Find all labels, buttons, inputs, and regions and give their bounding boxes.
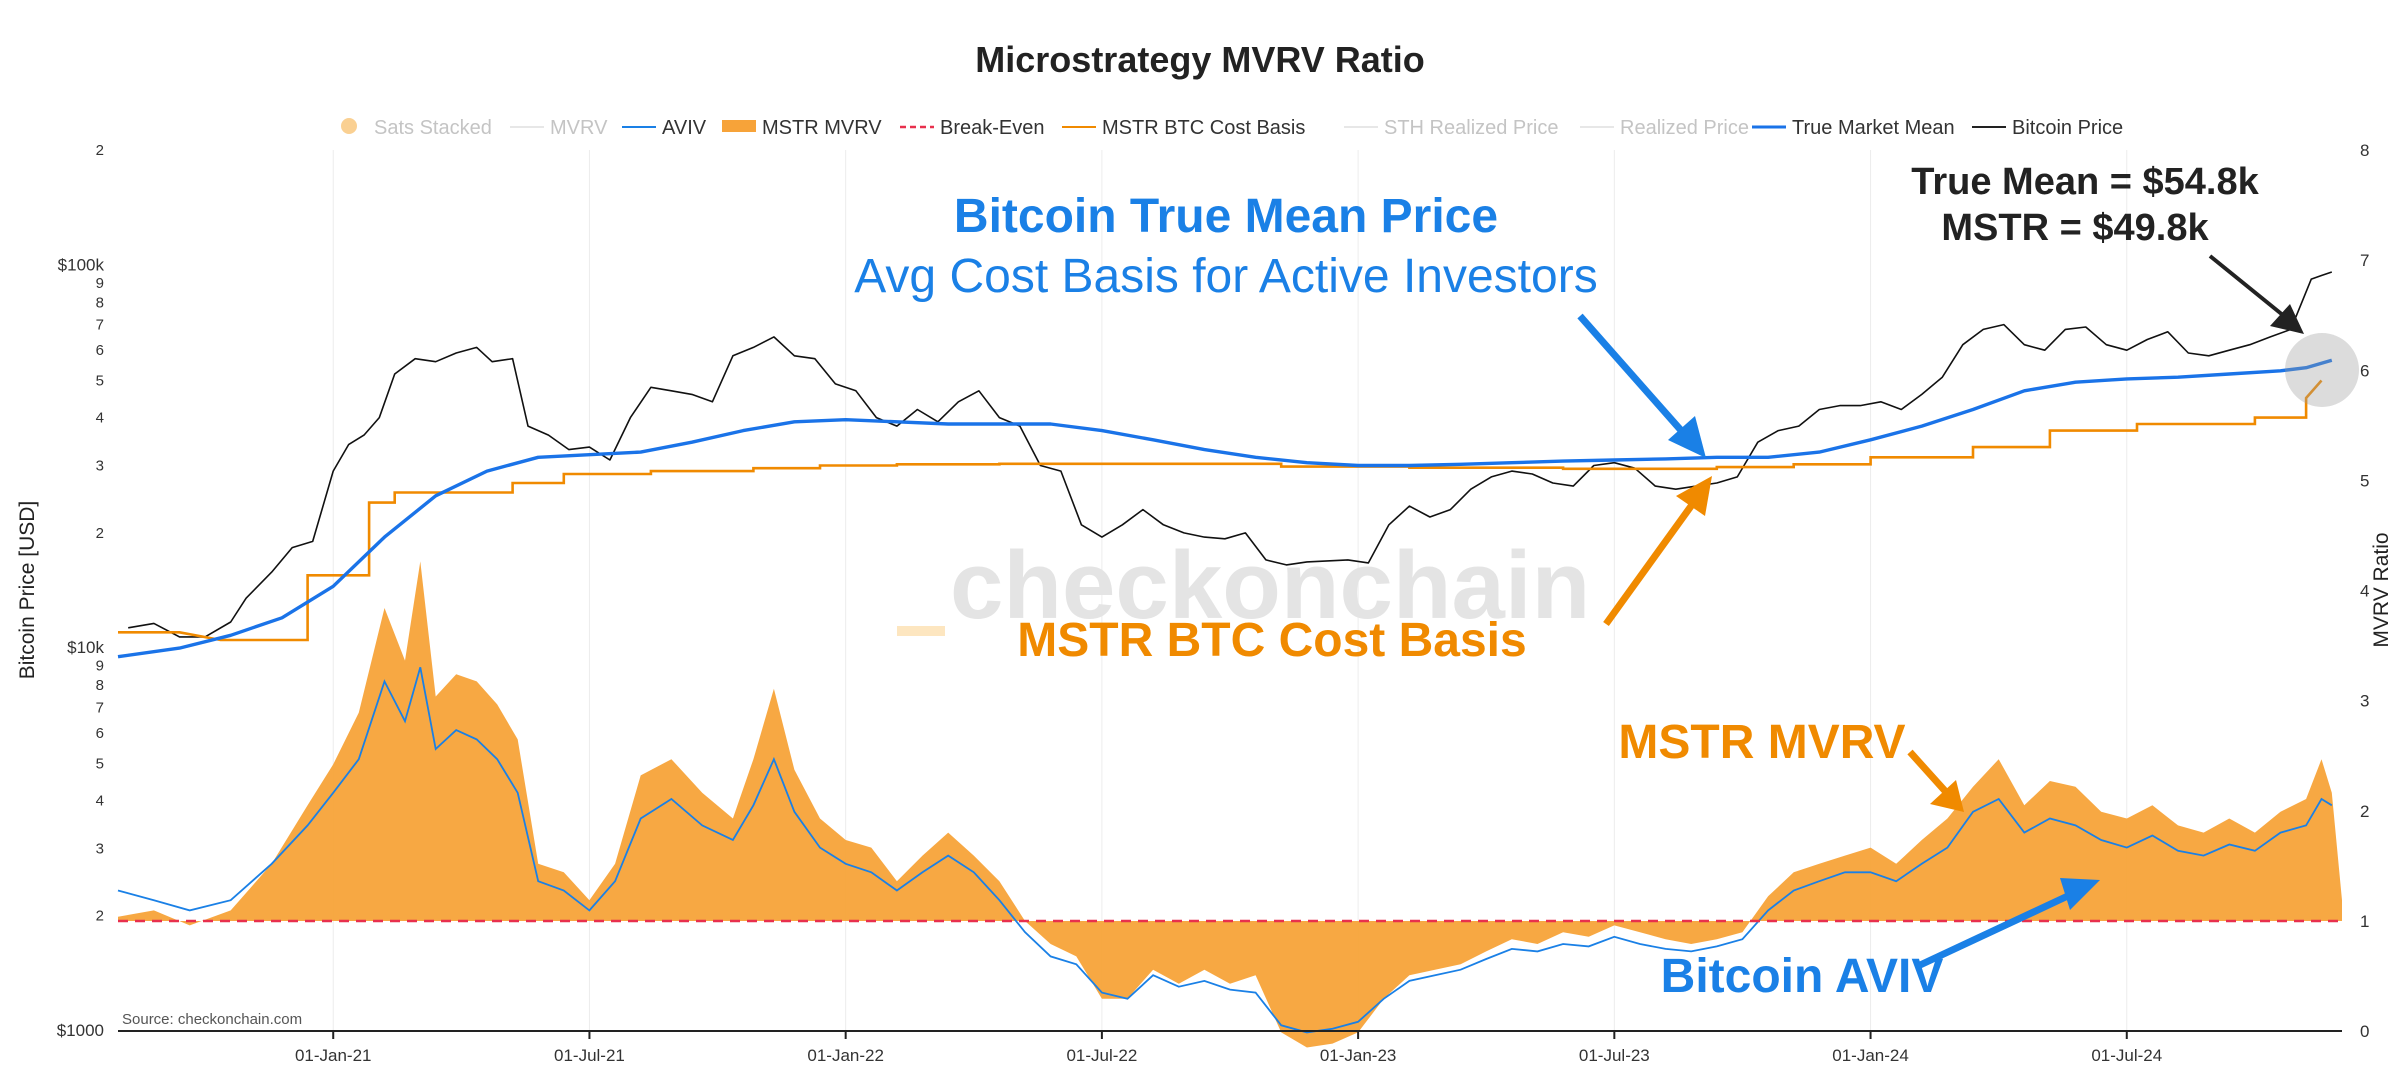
y-left-tick-label: 7	[96, 317, 104, 334]
y-left-tick-label: 6	[96, 725, 104, 742]
mstr-cost-basis-line	[118, 379, 2323, 642]
y-left-tick-label: $100k	[58, 255, 105, 274]
y-right-tick-label: 0	[2360, 1022, 2369, 1041]
x-tick-label: 01-Jul-24	[2091, 1046, 2162, 1065]
legend-item-true-market-mean[interactable]: True Market Mean	[1752, 117, 1955, 139]
legend-label: STH Realized Price	[1384, 117, 1559, 139]
y-left-tick-label: $1000	[57, 1021, 104, 1040]
annotation-true-mean-value: True Mean = $54.8k	[1911, 161, 2259, 203]
watermark: checkonchain	[897, 532, 1590, 639]
y-right-tick-label: 3	[2360, 692, 2369, 711]
y-left-tick-label: 2	[96, 525, 104, 542]
y-axis-left-title: Bitcoin Price [USD]	[16, 501, 39, 680]
legend-item-mstr-mvrv[interactable]: MSTR MVRV	[722, 117, 882, 139]
x-tick-label: 01-Jul-22	[1066, 1046, 1137, 1065]
legend-label: MSTR BTC Cost Basis	[1102, 117, 1305, 139]
aviv-line	[117, 667, 2333, 1034]
y-axis-right-title: MVRV Ratio	[2370, 532, 2393, 647]
y-left-tick-label: 7	[96, 699, 104, 716]
x-tick-label: 01-Jan-22	[807, 1046, 884, 1065]
arrow-mstr-mvrv	[1907, 749, 1964, 812]
y-left-tick-label: 4	[96, 792, 104, 809]
y-left-tick-label: 6	[96, 342, 104, 359]
legend-item-mstr-btc-cost-basis[interactable]: MSTR BTC Cost Basis	[1062, 117, 1305, 139]
y-right-tick-label: 2	[2360, 802, 2369, 821]
x-tick-label: 01-Jan-21	[295, 1046, 372, 1065]
y-left-tick-label: 8	[96, 294, 104, 311]
legend-item-aviv[interactable]: AVIV	[622, 117, 707, 139]
legend-item-sats-stacked[interactable]: Sats Stacked	[341, 117, 492, 139]
annotation-bitcoin-aviv: Bitcoin AVIV	[1661, 950, 1944, 1003]
y-left-tick-label: 3	[96, 840, 104, 857]
y-left-tick-label: 3	[96, 457, 104, 474]
legend-swatch	[722, 120, 756, 132]
arrow-true-mean	[1577, 313, 1706, 458]
annotation-mstr-value: MSTR = $49.8k	[1941, 207, 2209, 249]
bitcoin-price-line	[128, 271, 2333, 638]
legend-item-realized-price[interactable]: Realized Price	[1580, 117, 1749, 139]
y-left-tick-label: 2	[96, 142, 104, 159]
y-left-tick-label: 4	[96, 410, 104, 427]
x-tick-label: 01-Jul-21	[554, 1046, 625, 1065]
legend-label: Sats Stacked	[374, 117, 492, 139]
legend-item-sth-realized-price[interactable]: STH Realized Price	[1344, 117, 1559, 139]
y-left-tick-label: 8	[96, 677, 104, 694]
legend-label: MVRV	[550, 117, 608, 139]
y-left-tick-label: 5	[96, 373, 104, 390]
y-right-tick-label: 8	[2360, 141, 2369, 160]
legend-label: AVIV	[662, 117, 707, 139]
mstr-mvrv-area	[118, 561, 2342, 1048]
y-left-tick-label: 9	[96, 275, 104, 292]
x-tick-label: 01-Jul-23	[1579, 1046, 1650, 1065]
y-left-tick-label: 2	[96, 908, 104, 925]
watermark-logo-bar	[897, 626, 945, 636]
annotation-true-mean-subtitle: Avg Cost Basis for Active Investors	[854, 250, 1597, 303]
mvrv-layer	[117, 561, 2342, 1048]
y-left-tick-label: 9	[96, 658, 104, 675]
legend-item-mvrv[interactable]: MVRV	[510, 117, 608, 139]
legend-label: Realized Price	[1620, 117, 1749, 139]
legend-item-bitcoin-price[interactable]: Bitcoin Price	[1972, 117, 2123, 139]
y-axis-right-ticks: 0 1 2 3 4 5 6 7 8	[2360, 141, 2369, 1041]
y-right-tick-label: 6	[2360, 361, 2369, 380]
source-text: Source: checkonchain.com	[122, 1011, 302, 1028]
legend[interactable]: Sats Stacked MVRV AVIV MSTR MVRV Break-Even M…	[341, 117, 2123, 139]
arrow-true-mean-value	[2208, 254, 2304, 334]
y-right-tick-label: 4	[2360, 582, 2369, 601]
x-axis-ticks: 01-Jan-21 01-Jul-21 01-Jan-22 01-Jul-22 01-J…	[295, 1031, 2162, 1065]
y-right-tick-label: 7	[2360, 251, 2369, 270]
legend-swatch	[341, 118, 357, 134]
annotation-mstr-mvrv: MSTR MVRV	[1618, 716, 1905, 769]
highlight-circle	[2285, 333, 2359, 407]
legend-item-break-even[interactable]: Break-Even	[900, 117, 1045, 139]
annotation-true-mean-title: Bitcoin True Mean Price	[954, 190, 1498, 243]
legend-label: Bitcoin Price	[2012, 117, 2123, 139]
watermark-text: checkonchain	[950, 532, 1590, 639]
legend-label: Break-Even	[940, 117, 1045, 139]
annotation-mstr-cost-basis: MSTR BTC Cost Basis	[1017, 614, 1526, 667]
y-right-tick-label: 5	[2360, 471, 2369, 490]
legend-label: MSTR MVRV	[762, 117, 882, 139]
y-right-tick-label: 1	[2360, 912, 2369, 931]
arrow-mstr-cost-basis	[1603, 476, 1712, 627]
x-tick-label: 01-Jan-24	[1832, 1046, 1909, 1065]
x-tick-label: 01-Jan-23	[1320, 1046, 1397, 1065]
arrow-bitcoin-aviv	[1916, 878, 2100, 970]
y-left-tick-label: 5	[96, 755, 104, 772]
annotations: Bitcoin True Mean Price Avg Cost Basis f…	[854, 161, 2304, 1003]
price-layer	[117, 271, 2333, 659]
legend-label: True Market Mean	[1792, 117, 1955, 139]
true-market-mean-line	[117, 358, 2333, 659]
y-left-tick-label: $10k	[67, 638, 104, 657]
chart-title: Microstrategy MVRV Ratio	[975, 39, 1424, 80]
